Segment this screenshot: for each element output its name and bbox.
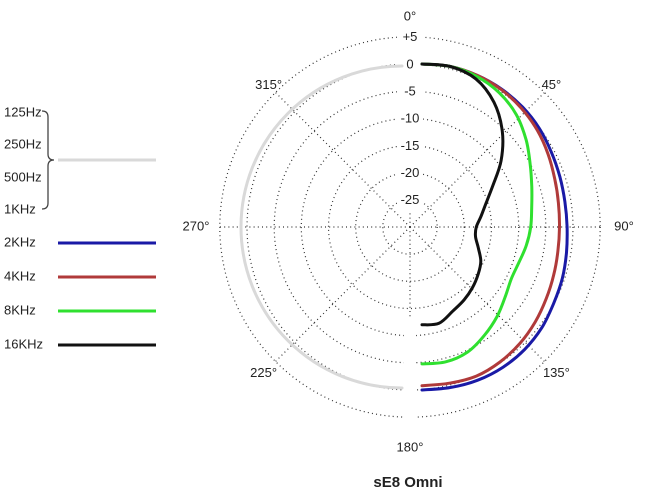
legend-label: 16KHz (4, 336, 43, 351)
angle-tick-label: 0° (404, 8, 416, 23)
angle-tick-label: 135° (543, 365, 570, 380)
legend-label: 2KHz (4, 234, 36, 249)
angle-labels: 0° 45° 90° 135° 180° 225° 270° 315° (183, 8, 634, 454)
ring-tick-label: -25 (401, 192, 420, 207)
legend: 125Hz 250Hz 500Hz 1KHz 2KHz 4KHz 8KHz 16KHz (4, 104, 156, 351)
legend-label: 4KHz (4, 268, 36, 283)
series-line-125hz-1khz (239, 64, 404, 390)
ring-tick-label: 0 (406, 56, 413, 71)
ring-tick-label: -5 (404, 84, 416, 99)
grid-circle (327, 144, 493, 310)
angle-tick-label: 225° (250, 365, 277, 380)
series-line-16khz (420, 62, 505, 327)
legend-label: 8KHz (4, 302, 36, 317)
label-backdrop (397, 31, 423, 211)
series-lines (239, 62, 569, 392)
grid-spoke (273, 226, 411, 364)
chart-title: sE8 Omni (373, 474, 442, 491)
ring-tick-label: -15 (401, 138, 420, 153)
grid-circle (300, 117, 520, 337)
grid-circle (382, 199, 438, 255)
legend-brace (41, 110, 55, 210)
ring-tick-label: +5 (403, 29, 418, 44)
angle-tick-label: 90° (614, 218, 634, 233)
legend-group-label: 500Hz (4, 169, 42, 184)
legend-group-label: 250Hz (4, 136, 42, 151)
grid-circle (273, 90, 547, 364)
angle-tick-label: 45° (542, 77, 562, 92)
ring-tick-label: -20 (401, 165, 420, 180)
grid-spoke (409, 90, 547, 228)
grid-circle (355, 172, 465, 282)
ring-tick-label: -10 (401, 111, 420, 126)
grid-spoke (273, 90, 411, 228)
ring-labels: +5 0 -5 -10 -15 -20 -25 (401, 29, 420, 207)
legend-group-label: 125Hz (4, 104, 42, 119)
angle-tick-label: 270° (183, 218, 210, 233)
angle-tick-label: 315° (255, 77, 282, 92)
center-gap (404, 317, 416, 447)
series-line-4khz (420, 62, 562, 388)
series-line-8khz (420, 62, 534, 366)
grid-circle (246, 63, 574, 391)
legend-group-label: 1KHz (4, 201, 36, 216)
angle-tick-label: 180° (397, 439, 424, 454)
